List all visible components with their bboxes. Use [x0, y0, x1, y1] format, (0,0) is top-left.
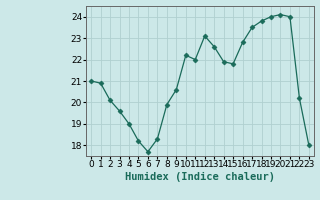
X-axis label: Humidex (Indice chaleur): Humidex (Indice chaleur): [125, 172, 275, 182]
